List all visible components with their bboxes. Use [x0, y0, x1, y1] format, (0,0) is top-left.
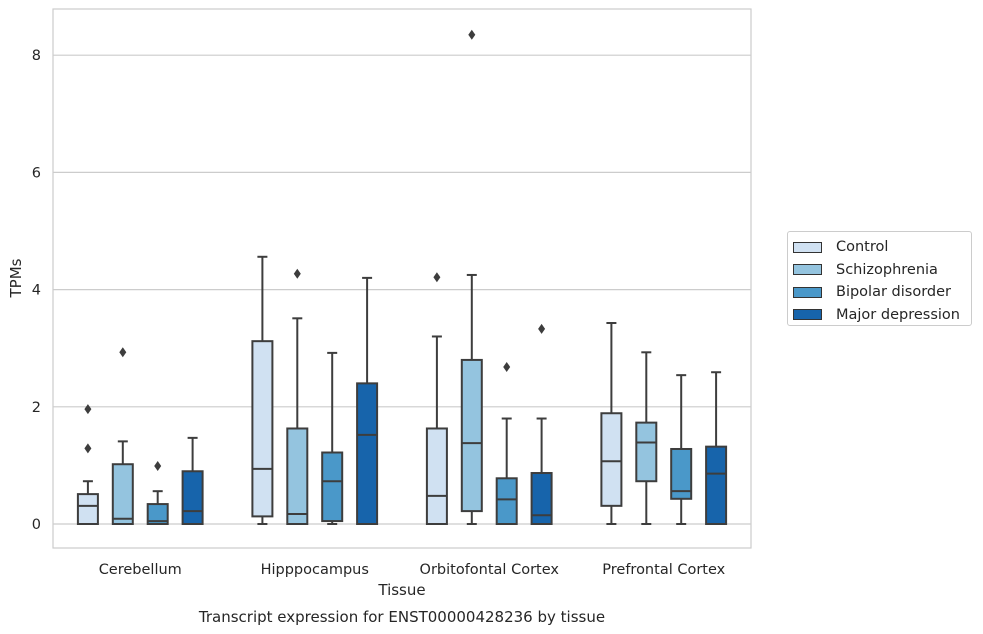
box-2-0 [425, 272, 448, 525]
box-1-3 [356, 276, 379, 525]
legend-item: Schizophrenia [788, 259, 971, 282]
iqr-box [76, 493, 99, 526]
iqr-box [600, 412, 623, 507]
outlier-point [84, 404, 92, 415]
x-axis-label: Tissue [377, 581, 425, 599]
legend-label: Control [836, 239, 889, 256]
legend-label: Major depression [836, 306, 960, 323]
legend-swatch [793, 286, 822, 298]
iqr-box [425, 427, 448, 525]
boxes [76, 29, 728, 526]
box-0-3 [181, 436, 204, 526]
box-1-1 [286, 268, 309, 525]
iqr-box [530, 472, 553, 526]
outlier-point [503, 361, 511, 372]
legend-item: Bipolar disorder [788, 281, 971, 304]
legend-swatch [793, 309, 822, 321]
gridlines [53, 54, 751, 525]
iqr-box [460, 358, 483, 513]
box-2-1 [460, 29, 483, 525]
x-tick-labels: Cerebellum Hipppocampus Orbitofontal Corte… [99, 562, 726, 578]
iqr-box [670, 447, 693, 500]
box-1-2 [321, 351, 344, 525]
y-axis-label: TPMs [7, 258, 25, 298]
x-tick-label: Prefrontal Cortex [602, 562, 725, 578]
legend-item: Major depression [788, 304, 971, 327]
chart-caption: Transcript expression for ENST0000042823… [198, 608, 605, 626]
y-tick-label: 4 [32, 283, 41, 299]
iqr-box [111, 463, 134, 525]
plot-frame [52, 8, 752, 549]
y-tick-labels: 0 2 4 6 8 [32, 48, 41, 533]
iqr-box [356, 382, 379, 525]
outlier-point [84, 443, 92, 454]
iqr-box [495, 477, 518, 525]
iqr-box [286, 427, 309, 525]
x-tick-label: Orbitofontal Cortex [420, 562, 560, 578]
box-3-3 [705, 371, 728, 526]
legend-swatch [793, 241, 822, 253]
legend-label: Schizophrenia [836, 261, 938, 278]
x-tick-label: Hipppocampus [261, 562, 369, 578]
outlier-point [293, 268, 301, 279]
box-0-0 [76, 404, 99, 526]
legend-swatch [793, 264, 822, 276]
box-2-3 [530, 323, 553, 526]
y-tick-label: 2 [32, 400, 41, 416]
iqr-box [181, 470, 204, 526]
box-3-0 [600, 322, 623, 525]
legend-label: Bipolar disorder [836, 284, 951, 301]
legend-item: Control [788, 236, 971, 259]
box-2-2 [495, 361, 518, 525]
y-tick-label: 8 [32, 48, 41, 64]
box-0-1 [111, 347, 134, 525]
outlier-point [433, 272, 441, 283]
outlier-point [468, 29, 476, 40]
iqr-box [321, 451, 344, 523]
outlier-point [119, 347, 127, 358]
y-tick-label: 0 [32, 517, 41, 533]
legend: Control Schizophrenia Bipolar disorder Majo… [787, 231, 972, 326]
box-3-1 [635, 351, 658, 525]
box-1-0 [251, 255, 274, 525]
box-0-2 [146, 460, 169, 525]
y-tick-label: 6 [32, 165, 41, 181]
box-3-2 [670, 374, 693, 525]
iqr-box [705, 445, 728, 526]
outlier-point [154, 460, 162, 471]
iqr-box [251, 340, 274, 518]
iqr-box [146, 503, 169, 525]
iqr-box [635, 421, 658, 483]
x-tick-label: Cerebellum [99, 562, 182, 578]
outlier-point [538, 323, 546, 334]
